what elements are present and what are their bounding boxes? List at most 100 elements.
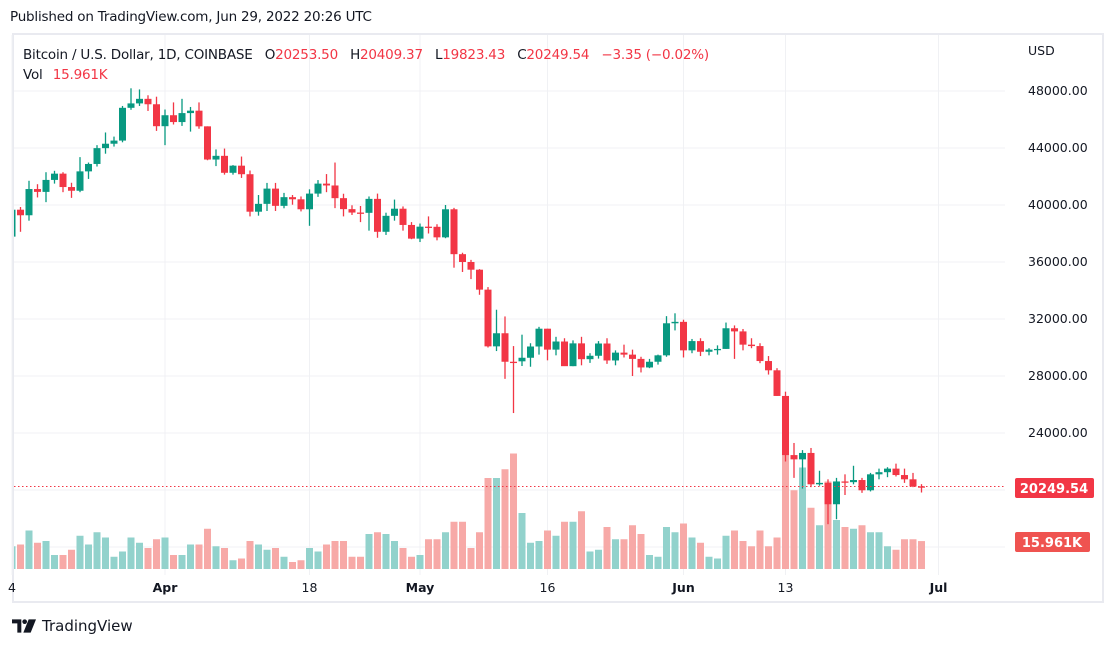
candle-body <box>246 174 254 212</box>
volume-bar <box>127 537 135 569</box>
volume-bar <box>204 528 211 569</box>
high-value: 20409.37 <box>360 47 423 63</box>
volume-bar <box>671 532 679 569</box>
volume-bar <box>246 541 254 569</box>
candle-body <box>442 209 449 238</box>
volume-bar <box>884 546 891 569</box>
candle-body <box>765 361 772 371</box>
volume-bar <box>348 556 356 569</box>
volume-bar <box>467 548 475 569</box>
volume-bar <box>323 544 330 569</box>
volume-bar <box>399 548 407 569</box>
candle-body <box>68 187 75 191</box>
volume-bar <box>187 544 194 569</box>
last-price-badge <box>1015 478 1094 498</box>
volume-bar <box>697 542 704 569</box>
candle-body <box>816 482 823 485</box>
volume-bar <box>408 556 415 569</box>
volume-bar <box>357 556 364 569</box>
volume-value: 15.961K <box>52 67 108 83</box>
candle-body <box>144 98 152 105</box>
volume-row: Vol 15.961K <box>23 65 709 85</box>
candle-body <box>102 143 109 149</box>
grid-lines <box>11 35 1005 575</box>
candle-body <box>510 361 517 364</box>
candle-body <box>153 104 160 127</box>
volume-bar <box>654 556 662 569</box>
tradingview-logo[interactable]: TradingView <box>12 617 133 635</box>
candle-body <box>280 197 288 206</box>
volume-bar <box>365 534 373 569</box>
candle-body <box>867 474 874 491</box>
volume-bar <box>42 541 50 569</box>
candle-body <box>204 126 211 160</box>
volume-bar <box>510 453 517 569</box>
time-axis[interactable]: 4 Apr 18 May 16 Jun 13 Jul <box>8 580 947 595</box>
volume-bar <box>765 546 772 569</box>
volume-bar <box>850 528 857 569</box>
volume-bar <box>739 541 747 569</box>
candle-body <box>93 148 101 164</box>
price-tick-label: 32000.00 <box>1028 311 1088 326</box>
volume-bar <box>569 521 577 569</box>
volume-bar <box>493 478 500 569</box>
candle-body <box>51 173 58 180</box>
volume-label[interactable]: Vol <box>23 67 43 83</box>
candle-body <box>391 208 398 216</box>
volume-bar <box>705 556 713 569</box>
volume-bar <box>807 507 815 569</box>
volume-bar <box>374 532 381 569</box>
volume-bar <box>17 544 24 569</box>
candle-body <box>578 343 585 360</box>
volume-bar <box>195 544 203 569</box>
volume-bar <box>824 481 832 569</box>
candle-body <box>110 140 118 144</box>
last-volume-label: 15.961K <box>1022 536 1083 551</box>
volume-bar <box>255 544 262 569</box>
last-volume-badge <box>1015 532 1090 552</box>
candle-body <box>884 468 891 473</box>
candle-body <box>408 224 415 239</box>
volume-bar <box>178 555 186 569</box>
candle-body <box>518 357 526 362</box>
candle-body <box>637 358 645 368</box>
volume-bar <box>153 539 160 569</box>
candle-body <box>663 323 670 356</box>
low-value: 19823.43 <box>442 47 506 63</box>
candle-body <box>552 341 560 350</box>
candle-body <box>136 98 143 104</box>
volume-bar <box>382 534 390 569</box>
candle-body <box>731 328 738 332</box>
volume-bar <box>59 555 67 569</box>
candle-body <box>807 452 815 485</box>
candle-body <box>799 452 806 460</box>
volume-bar <box>34 542 41 569</box>
volume-bar <box>799 467 806 569</box>
candle-body <box>25 189 33 216</box>
candle-body <box>824 482 832 505</box>
price-axis[interactable]: 48000.00 44000.00 40000.00 36000.00 32000.00… <box>1028 83 1088 440</box>
volume-bar <box>459 521 466 569</box>
candle-body <box>348 209 356 213</box>
volume-bar <box>909 539 917 569</box>
chart-frame <box>12 33 1104 603</box>
candle-body <box>501 333 509 362</box>
candle-body <box>484 289 492 347</box>
volume-bar <box>595 549 602 569</box>
volume-bar <box>731 530 738 569</box>
candle-body <box>331 185 339 199</box>
volume-bar <box>484 478 492 569</box>
candle-body <box>314 183 322 194</box>
volume-bar <box>892 549 900 569</box>
volume-bar <box>816 525 823 569</box>
time-tick-label: 4 <box>8 580 16 595</box>
open-value: 20253.50 <box>275 47 338 63</box>
price-tick-label: 36000.00 <box>1028 254 1088 269</box>
candle-body <box>374 198 381 232</box>
volume-bar <box>76 535 84 569</box>
symbol-title[interactable]: Bitcoin / U.S. Dollar, 1D, COINBASE <box>23 47 253 63</box>
volume-bar <box>68 549 75 569</box>
volume-bar <box>782 434 789 569</box>
volume-bar <box>170 555 177 569</box>
